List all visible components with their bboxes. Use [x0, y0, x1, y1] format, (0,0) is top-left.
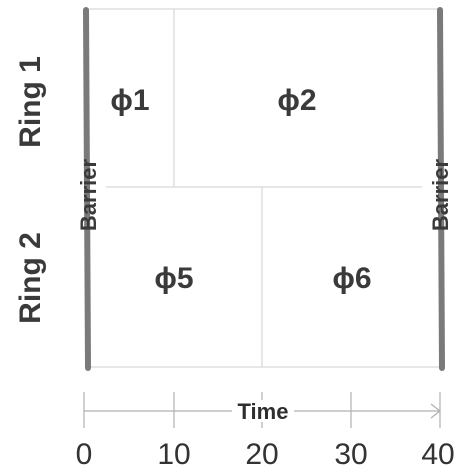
tick-label-30: 30: [334, 438, 367, 471]
phase-2-label: ϕ2: [277, 84, 316, 117]
phase-6-label: ϕ6: [332, 262, 371, 295]
barrier-right-line: [437, 7, 445, 371]
barrier-right-label: Barrier: [428, 158, 453, 231]
tick-label-0: 0: [76, 438, 93, 471]
phase-1-label: ϕ1: [110, 84, 149, 117]
barrier-left-label: Barrier: [76, 158, 101, 231]
tick-label-10: 10: [157, 438, 190, 471]
phase-5-label: ϕ5: [154, 262, 193, 295]
barrier-left-line: [83, 7, 91, 371]
ring-1-label: Ring 1: [14, 56, 47, 148]
tick-label-40: 40: [421, 438, 454, 471]
time-axis-title: Time: [238, 399, 289, 424]
ring-2-label: Ring 2: [14, 232, 47, 324]
tick-label-20: 20: [245, 438, 278, 471]
